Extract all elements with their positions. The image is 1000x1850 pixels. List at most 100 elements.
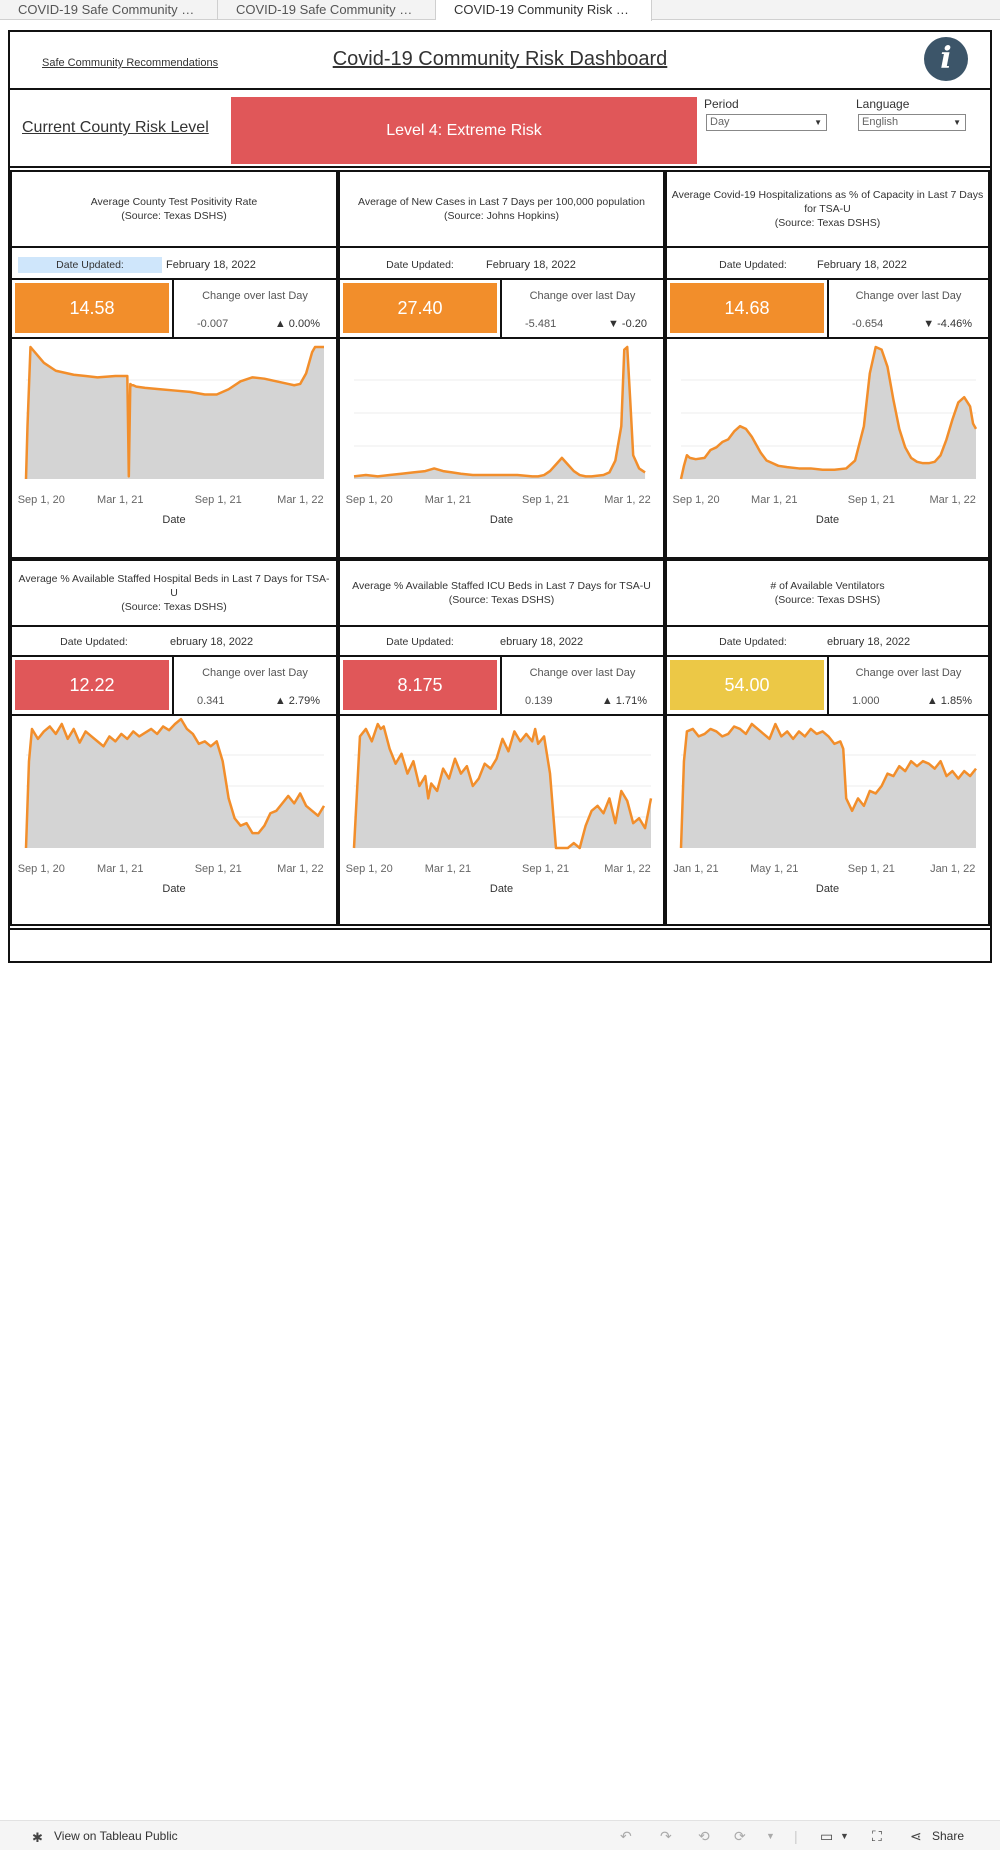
x-tick-label: Jan 1, 21 (673, 863, 718, 875)
x-tick-label: Mar 1, 21 (97, 863, 143, 875)
trend-chart[interactable]: Sep 1, 20 Mar 1, 21 Sep 1, 21 Mar 1, 22 Date (667, 337, 988, 557)
date-updated-row: Date Updated: ebruary 18, 2022 (340, 625, 663, 657)
redo-icon[interactable]: ↷ (660, 1828, 672, 1844)
x-tick-label: Sep 1, 21 (848, 494, 895, 506)
trend-chart[interactable]: Sep 1, 20 Mar 1, 21 Sep 1, 21 Mar 1, 22 Date (340, 337, 663, 557)
language-label: Language (856, 97, 910, 111)
trend-chart-svg[interactable]: Sep 1, 20 Mar 1, 21 Sep 1, 21 Mar 1, 22 Date (12, 716, 336, 924)
kpi-row: 14.68 Change over last Day -0.654 ▼ -4.4… (667, 280, 988, 337)
card-title: Average of New Cases in Last 7 Days per … (340, 172, 663, 246)
chevron-down-icon[interactable]: ▼ (766, 1831, 775, 1841)
date-updated-value: ebruary 18, 2022 (170, 636, 254, 648)
card-title-line1: Average % Available Staffed ICU Beds in … (352, 580, 651, 592)
tab-safe-community-1[interactable]: COVID-19 Safe Community Re... (0, 0, 218, 20)
series-line (679, 345, 978, 480)
undo-icon[interactable]: ↶ (620, 1828, 632, 1844)
x-axis-label: Date (816, 883, 839, 895)
x-axis-label: Date (816, 514, 839, 526)
x-tick-label: Sep 1, 21 (522, 863, 569, 875)
trend-chart[interactable]: Sep 1, 20 Mar 1, 21 Sep 1, 21 Mar 1, 22 Date (340, 714, 663, 924)
change-percent: ▼ -4.46% (923, 318, 972, 330)
x-tick-label: Mar 1, 22 (604, 494, 650, 506)
x-tick-label: May 1, 21 (750, 863, 798, 875)
device-preview-icon[interactable]: ▭ (820, 1828, 834, 1844)
change-percent: ▲ 2.79% (274, 695, 320, 707)
info-icon[interactable]: i (924, 37, 968, 81)
kpi-row: 54.00 Change over last Day 1.000 ▲ 1.85% (667, 657, 988, 714)
x-tick-label: Mar 1, 22 (604, 863, 650, 875)
kpi-row: 12.22 Change over last Day 0.341 ▲ 2.79% (12, 657, 336, 714)
x-tick-label: Mar 1, 22 (929, 494, 975, 506)
tab-risk-dashboard[interactable]: COVID-19 Community Risk Das... (436, 0, 652, 21)
date-updated-label: Date Updated: (386, 636, 454, 648)
trend-chart-svg[interactable]: Jan 1, 21 May 1, 21 Sep 1, 21 Jan 1, 22 Date (667, 716, 988, 924)
series-line (24, 717, 326, 849)
refresh-icon[interactable]: ⟳ (734, 1828, 746, 1844)
change-percent: ▲ 1.85% (926, 695, 972, 707)
divider (500, 280, 502, 337)
x-tick-label: Sep 1, 21 (848, 863, 895, 875)
card-title-source: (Source: Johns Hopkins) (444, 210, 559, 222)
share-icon[interactable]: ⋖ (910, 1828, 922, 1844)
card-title: # of Available Ventilators (Source: Texas… (667, 561, 988, 625)
period-select[interactable]: Day ▼ (706, 114, 827, 131)
change-absolute: -5.481 (525, 318, 557, 330)
tableau-toolbar: ✱ View on Tableau Public ↶ ↷ ⟲ ⟳ ▼ | ▭ ▼… (0, 1820, 1000, 1850)
trend-chart[interactable]: Jan 1, 21 May 1, 21 Sep 1, 21 Jan 1, 22 Date (667, 714, 988, 924)
kpi-value: 54.00 (670, 660, 824, 710)
card-title-line1: Average % Available Staffed Hospital Bed… (18, 573, 330, 599)
date-updated-label: Date Updated: (60, 636, 128, 648)
dashboard-header: Safe Community Recommendations Covid-19 … (10, 32, 990, 90)
trend-chart-svg[interactable]: Sep 1, 20 Mar 1, 21 Sep 1, 21 Mar 1, 22 Date (340, 339, 663, 555)
change-percent: ▲ 0.00% (274, 318, 320, 330)
chevron-down-icon: ▼ (953, 118, 961, 127)
fullscreen-icon[interactable]: ⛶ (872, 1828, 882, 1844)
trend-chart[interactable]: Sep 1, 20 Mar 1, 21 Sep 1, 21 Mar 1, 22 Date (12, 337, 336, 557)
trend-chart-svg[interactable]: Sep 1, 20 Mar 1, 21 Sep 1, 21 Mar 1, 22 Date (12, 339, 336, 555)
trend-chart[interactable]: Sep 1, 20 Mar 1, 21 Sep 1, 21 Mar 1, 22 Date (12, 714, 336, 924)
change-percent: ▲ 1.71% (601, 695, 647, 707)
divider (172, 280, 174, 337)
series-area (354, 724, 651, 848)
trend-chart-svg[interactable]: Sep 1, 20 Mar 1, 21 Sep 1, 21 Mar 1, 22 Date (667, 339, 988, 555)
date-updated-value: ebruary 18, 2022 (827, 636, 911, 648)
card-title-source: (Source: Texas DSHS) (121, 601, 227, 613)
x-tick-label: Mar 1, 21 (751, 494, 797, 506)
date-updated-row: Date Updated: ebruary 18, 2022 (667, 625, 988, 657)
tab-safe-community-2[interactable]: COVID-19 Safe Community Re... (218, 0, 436, 20)
x-axis-label: Date (162, 883, 185, 895)
revert-icon[interactable]: ⟲ (698, 1828, 710, 1844)
date-updated-value: February 18, 2022 (166, 259, 256, 271)
change-label: Change over last Day (202, 667, 308, 679)
safe-community-link[interactable]: Safe Community Recommendations (42, 57, 219, 69)
metric-card-test-positivity: Average County Test Positivity Rate (Sour… (10, 170, 338, 559)
divider (827, 657, 829, 714)
change-absolute: 0.341 (197, 695, 225, 707)
divider (500, 657, 502, 714)
series-area (26, 347, 324, 479)
period-label: Period (704, 97, 739, 111)
metric-card-hospital-beds: Average % Available Staffed Hospital Bed… (10, 559, 338, 926)
share-button[interactable]: Share (932, 1829, 965, 1843)
view-on-tableau-link[interactable]: View on Tableau Public (54, 1829, 178, 1843)
risk-level-label: Current County Risk Level (22, 119, 209, 136)
page-title-text[interactable]: Covid-19 Community Risk Dashboard (332, 48, 668, 70)
metric-card-hospitalizations: Average Covid-19 Hospitalizations as % o… (665, 170, 990, 559)
language-select[interactable]: English ▼ (858, 114, 966, 131)
x-tick-label: Sep 1, 21 (195, 494, 242, 506)
change-absolute: 0.139 (525, 695, 553, 707)
kpi-value: 8.175 (343, 660, 497, 710)
x-tick-label: Sep 1, 21 (195, 863, 242, 875)
date-updated-row: Date Updated: ebruary 18, 2022 (12, 625, 336, 657)
risk-row: Current County Risk Level Level 4: Extre… (10, 92, 990, 168)
kpi-row: 14.58 Change over last Day -0.007 ▲ 0.00… (12, 280, 336, 337)
change-label: Change over last Day (529, 667, 636, 679)
chevron-down-icon[interactable]: ▼ (840, 1831, 849, 1841)
trend-chart-svg[interactable]: Sep 1, 20 Mar 1, 21 Sep 1, 21 Mar 1, 22 Date (340, 716, 663, 924)
change-label: Change over last Day (855, 290, 962, 302)
x-tick-label: Sep 1, 20 (18, 494, 65, 506)
x-tick-label: Sep 1, 20 (18, 863, 65, 875)
date-updated-value: February 18, 2022 (486, 259, 576, 271)
series-line (352, 722, 653, 850)
metric-card-new-cases: Average of New Cases in Last 7 Days per … (338, 170, 665, 559)
